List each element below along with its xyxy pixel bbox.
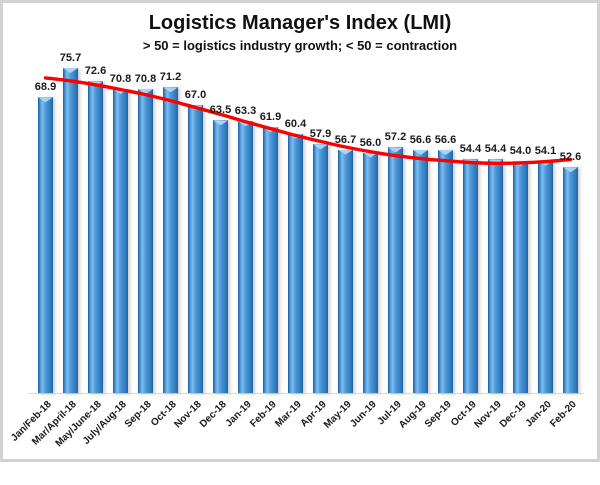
bar-top-highlight [563,167,578,173]
chart-subtitle: > 50 = logistics industry growth; < 50 =… [142,38,458,53]
bar-value-label: 67.0 [184,89,207,102]
chart-title: Logistics Manager's Index (LMI) [148,12,452,34]
chart-canvas: Logistics Manager's Index (LMI) > 50 = l… [0,0,600,462]
bar-value-label: 72.6 [84,65,107,78]
bar-value-label: 71.2 [159,71,182,84]
bar [563,167,578,393]
bar-value-label: 75.7 [59,52,82,65]
plot-area [38,68,578,393]
bar-value-label: 52.6 [559,151,582,164]
x-axis-line [28,393,584,394]
bar-top-highlight [63,68,78,74]
bar-value-label: 68.9 [34,81,57,94]
